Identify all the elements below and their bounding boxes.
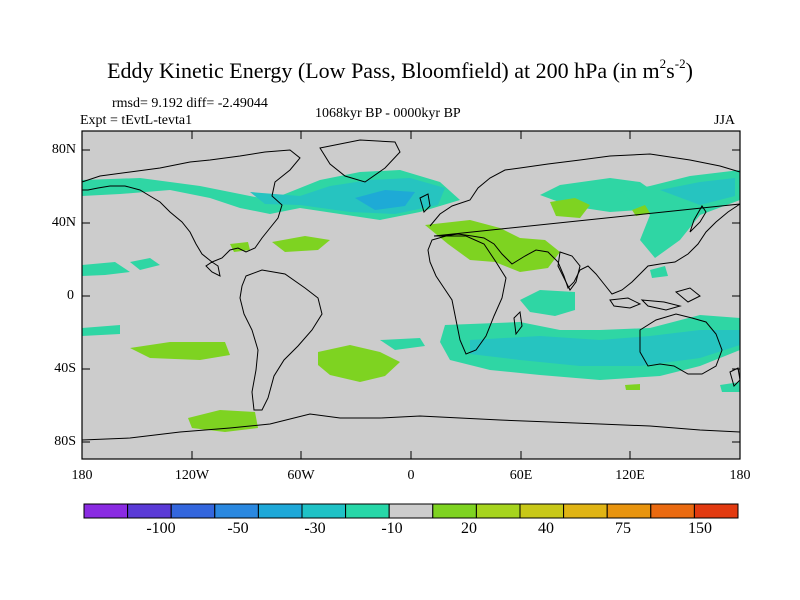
colorbar-box [693, 503, 739, 519]
lon-label-180e: 180 [729, 468, 751, 483]
lat-label-0: 0 [67, 288, 74, 303]
colorbar-box [301, 503, 347, 519]
coastline-north-america [81, 149, 301, 277]
chart-title: Eddy Kinetic Energy (Low Pass, Bloomfiel… [107, 55, 693, 83]
lat-label-40n: 40N [51, 215, 76, 230]
colorbar-box [127, 503, 172, 519]
colorbar-box [388, 503, 434, 519]
coastline-madagascar [513, 310, 523, 336]
lon-label-0: 0 [407, 468, 415, 483]
lat-label-40s: 40S [54, 361, 76, 376]
colorbar-box [170, 503, 216, 519]
experiment-label: Expt = tEvtL-tevta1 [80, 113, 193, 128]
colorbar-box [257, 503, 303, 519]
lon-label-180w: 180 [71, 468, 93, 483]
colorbar-label-neg100: -100 [146, 520, 176, 537]
coastline-greenland [319, 139, 401, 183]
coastline-indonesia [609, 287, 701, 311]
season-label: JJA [714, 113, 736, 128]
coastline-japan [689, 205, 707, 233]
lon-label-60e: 60E [509, 468, 533, 483]
coastline-uk [419, 193, 431, 213]
coastline-africa [427, 235, 507, 355]
colorbar-label-150: 150 [688, 520, 712, 537]
colorbar-label-75: 75 [615, 520, 631, 537]
coastline-india [557, 251, 581, 291]
colorbar-label-neg10: -10 [381, 520, 403, 537]
colorbar-label-neg50: -50 [227, 520, 249, 537]
lon-label-60w: 60W [287, 468, 315, 483]
lon-label-120e: 120E [615, 468, 645, 483]
coastline-australia [639, 313, 723, 375]
lat-label-80s: 80S [54, 434, 76, 449]
coastlines [81, 139, 741, 441]
colorbar-box [475, 503, 521, 519]
lon-label-120w: 120W [174, 468, 210, 483]
colorbar-box [519, 503, 565, 519]
colorbar-box [432, 503, 477, 519]
colorbar-box [650, 503, 695, 519]
lat-label-80n: 80N [51, 142, 76, 157]
coastline-antarctica [81, 413, 741, 441]
period-label: 1068kyr BP - 0000kyr BP [315, 106, 461, 121]
colorbar-box [214, 503, 259, 519]
colorbar-label-40: 40 [538, 520, 554, 537]
colorbar-box [606, 503, 652, 519]
stats-text: rmsd= 9.192 diff= -2.49044 [112, 96, 268, 111]
colorbar-box [345, 503, 390, 519]
coastline-south-america [239, 269, 323, 411]
negative-anomaly-peak [355, 190, 415, 210]
colorbar-label-neg30: -30 [304, 520, 326, 537]
colorbar-box [83, 503, 129, 519]
colorbar-box [563, 503, 608, 519]
coastline-eurasia [429, 153, 741, 295]
colorbar-label-20: 20 [461, 520, 477, 537]
colorbar [83, 503, 739, 519]
axis-ticks [82, 131, 740, 459]
